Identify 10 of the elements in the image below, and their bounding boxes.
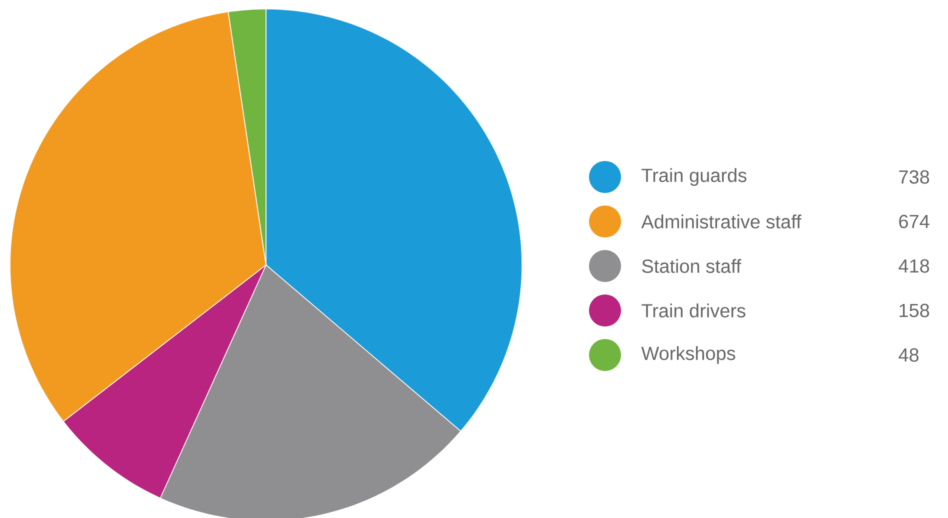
legend-label: Train guards bbox=[642, 168, 746, 186]
data-label: 674 bbox=[899, 214, 930, 228]
legend-label: Station staff bbox=[642, 259, 742, 273]
data-label: 738 bbox=[899, 170, 930, 184]
data-label: 158 bbox=[900, 304, 930, 318]
data-label: 48 bbox=[898, 348, 919, 362]
legend-label: Administrative staff bbox=[641, 214, 802, 228]
legend-label: Train drivers bbox=[642, 304, 746, 318]
data-label: 418 bbox=[898, 259, 930, 273]
legend-label: Workshops bbox=[641, 346, 736, 364]
